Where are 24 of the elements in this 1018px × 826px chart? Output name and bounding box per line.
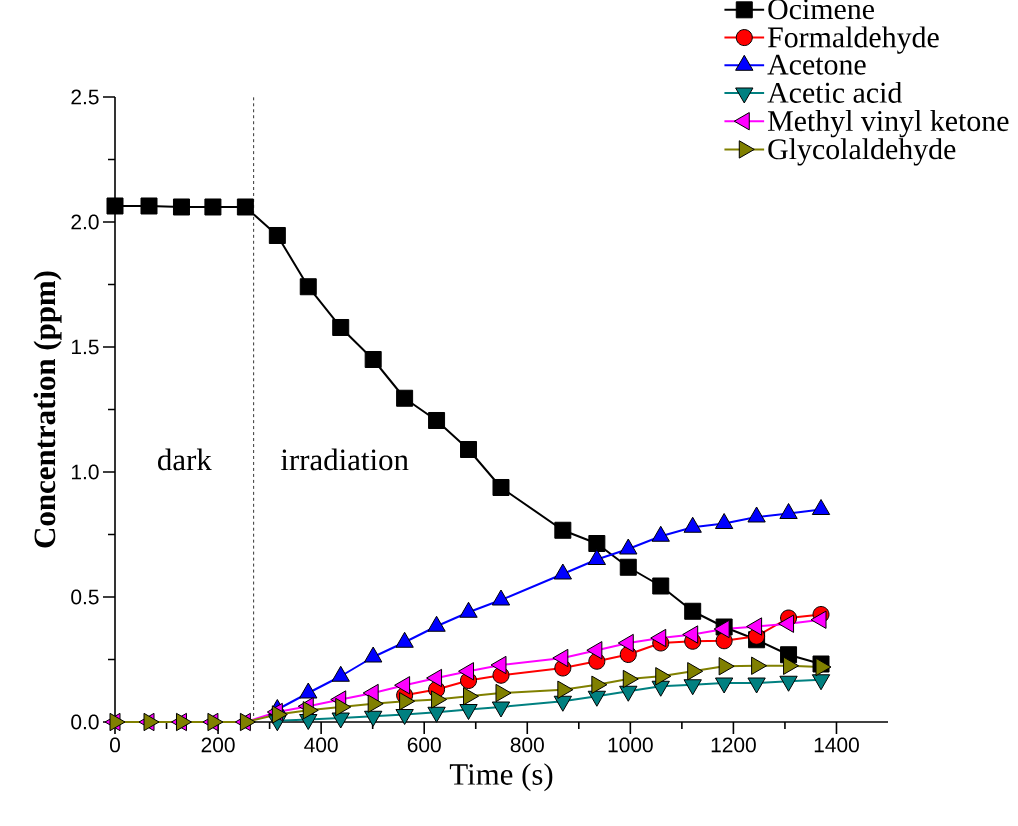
legend-label: Acetone <box>767 54 866 75</box>
x-tick-label: 1400 <box>814 737 859 753</box>
x-tick-label: 400 <box>304 737 338 753</box>
x-tick-label: 200 <box>201 737 235 753</box>
x-tick-label: 0 <box>109 737 120 753</box>
x-tick-label: 1000 <box>608 737 653 753</box>
y-tick-label: 2.0 <box>71 214 99 230</box>
annotation: irradiation <box>280 448 409 471</box>
legend-label: Formaldehyde <box>767 26 939 54</box>
y-tick-label: 2.5 <box>71 89 99 105</box>
y-tick-label: 1.0 <box>71 464 99 480</box>
x-tick-label: 1200 <box>711 737 756 753</box>
legend-label: Acetic acid <box>767 81 902 103</box>
y-tick-label: 1.5 <box>71 339 99 355</box>
annotation: dark <box>158 448 212 471</box>
legend-label: Ocimene <box>768 0 874 20</box>
y-tick-label: 0.5 <box>71 589 99 605</box>
y-tick-label: 0.0 <box>71 714 99 730</box>
x-axis-title: Time (s) <box>449 763 553 792</box>
x-tick-label: 600 <box>407 737 441 753</box>
legend-label: Glycolaldehyde <box>768 138 956 166</box>
y-axis-title: Concentration (ppm) <box>33 271 62 548</box>
x-tick-label: 800 <box>510 737 544 753</box>
legend-label: Methyl vinyl ketone <box>767 110 1009 138</box>
